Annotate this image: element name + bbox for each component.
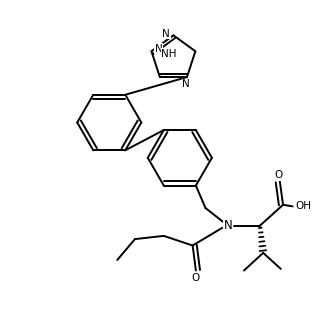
Text: N: N [155,44,162,54]
Text: NH: NH [161,49,177,59]
Text: O: O [192,273,200,283]
Text: N: N [223,219,232,232]
Text: O: O [274,170,282,180]
Text: OH: OH [295,201,311,212]
Text: N: N [182,79,190,89]
Text: N: N [162,29,170,39]
